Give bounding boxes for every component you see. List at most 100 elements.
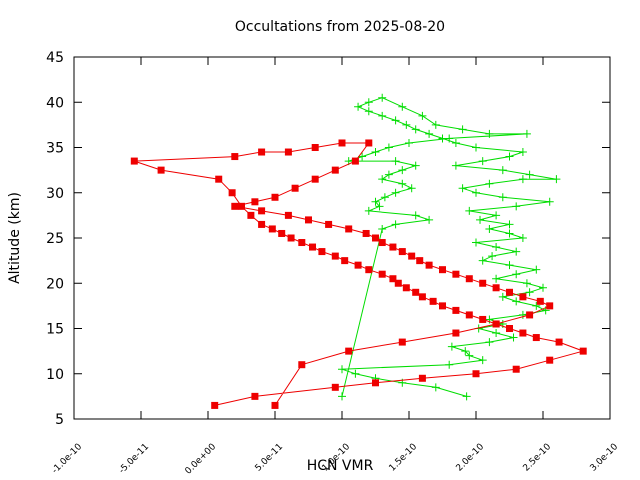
data-point [402,284,410,292]
data-point [371,148,380,157]
data-point [465,311,473,319]
y-tick-label: 25 [46,231,64,247]
data-point [519,293,527,301]
data-point [505,261,514,270]
data-point [509,333,518,342]
plot-area [130,93,587,409]
data-point [372,379,379,387]
data-point [458,125,467,134]
data-point [372,234,379,242]
data-point [506,325,513,332]
data-point [518,148,527,157]
data-point [522,279,531,288]
data-point [258,220,266,228]
data-point [451,138,460,147]
data-point [505,220,514,229]
y-axis-label: Altitude (km) [7,192,23,284]
y-tick-label: 35 [46,141,64,157]
data-point [512,297,521,306]
data-point [532,334,540,342]
data-point [378,239,386,247]
data-point [478,256,487,265]
data-point [371,197,380,206]
data-point [375,202,384,211]
data-point [394,279,402,287]
data-point [325,220,333,228]
data-point [331,252,339,260]
data-point [362,229,370,237]
data-point [351,157,359,165]
data-point [365,266,373,274]
data-point [485,338,494,347]
data-point [251,392,259,400]
data-point [411,211,420,220]
data-point [402,120,411,129]
data-point [512,202,521,211]
data-point [431,120,440,129]
data-point [519,329,527,337]
data-point [378,93,387,102]
data-point [492,211,501,220]
data-point [338,392,346,401]
data-point [341,257,349,265]
data-point [431,383,440,392]
data-point [546,302,554,310]
data-point [518,310,527,319]
data-point [492,243,501,252]
data-point [384,143,393,152]
data-point [445,360,454,369]
x-tick-label: 3.0e-10 [589,442,621,474]
data-point [439,302,446,310]
data-point [271,193,279,201]
x-tick-label: 2.0e-10 [455,442,487,474]
y-tick-label: 5 [55,412,64,428]
data-point [380,193,389,202]
data-point [526,311,534,319]
data-point [476,215,485,224]
data-point [439,266,446,274]
y-tick-label: 30 [46,186,64,202]
data-point [389,275,397,283]
data-point [211,401,219,409]
y-tick-label: 10 [46,367,64,383]
data-point [425,261,433,269]
data-point [545,197,554,206]
data-point [309,243,317,251]
data-point [364,107,373,116]
data-point [452,270,460,278]
data-point [472,370,480,378]
data-point [298,361,306,369]
data-point [238,202,245,210]
data-point [345,347,353,355]
data-point [518,234,527,242]
data-point [552,175,561,184]
data-point [505,229,514,238]
data-point [512,270,521,279]
data-point [429,297,437,305]
data-point [284,211,292,219]
data-point [472,238,480,247]
data-point [506,288,513,296]
data-point [488,252,497,261]
data-point [391,188,400,197]
y-tick-label: 40 [46,95,64,111]
chart-title: Occultations from 2025-08-20 [235,19,445,35]
data-point [408,252,416,260]
data-point [447,342,456,351]
data-point [465,351,474,360]
data-point [522,129,531,138]
data-point [452,329,460,337]
data-point [416,257,424,265]
data-point [425,129,434,138]
data-point [378,175,387,184]
data-point [311,144,319,151]
x-tick-label: 2.5e-10 [522,442,554,474]
data-point [130,157,138,165]
data-point [338,139,346,147]
data-point [398,248,406,256]
data-point [398,179,407,188]
data-point [479,279,487,287]
data-point [405,138,413,147]
data-point [398,166,407,175]
